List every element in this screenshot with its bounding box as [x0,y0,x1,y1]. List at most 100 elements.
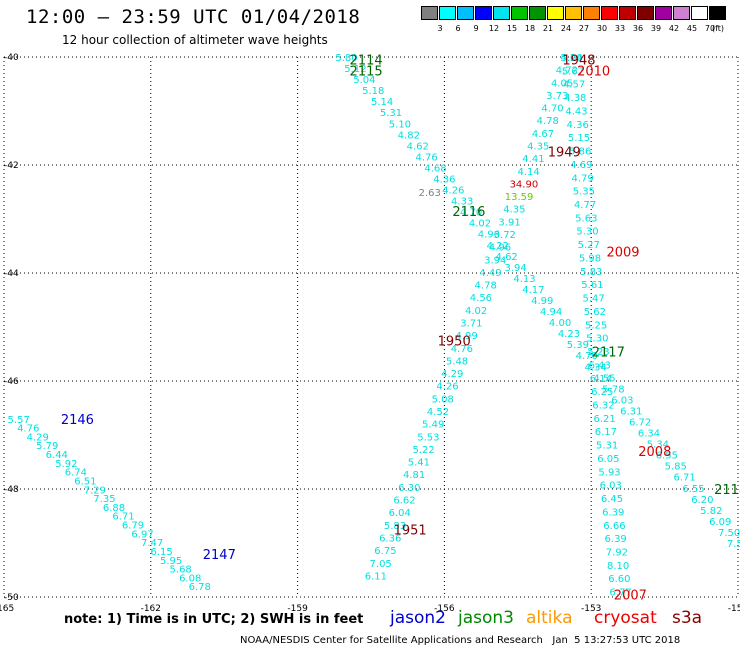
wave-height-label: 4.00 [549,318,571,329]
legend-label: 21 [542,24,554,33]
wave-height-label: 4.82 [398,130,420,141]
legend-label: 30 [596,24,608,33]
wave-height-label: 4.62 [407,141,429,152]
wave-height-label: 7.92 [606,548,628,559]
satellite-cryosat: cryosat [594,608,657,628]
wave-height-label: 4.72 [556,66,578,77]
wave-height-label: 6.17 [595,427,617,438]
wave-height-label: 6.30 [398,483,420,494]
legend-swatch [565,6,582,20]
wave-height-values: 5.574.764.295.796.445.926.746.517.297.35… [8,53,740,599]
page-title: 12:00 — 23:59 UTC 01/04/2018 [26,6,361,28]
wave-height-label: 6.11 [365,571,387,582]
wave-height-label: 7.47 [141,538,163,549]
page-subtitle: 12 hour collection of altimeter wave hei… [62,33,328,47]
wave-height-label: 6.74 [65,468,87,479]
legend-label: 39 [650,24,662,33]
wave-height-label: 5.67 [562,66,584,77]
wave-height-label: 6.71 [673,473,695,484]
wave-height-label: 4.22 [487,241,509,252]
wave-height-label: 6.44 [46,450,68,461]
lon-tick-label: -156 [434,604,455,614]
wave-height-label: 4.13 [513,274,535,285]
wave-height-label: 5.12 [344,64,366,75]
wave-height-label: 6.15 [150,547,172,558]
wave-height-label: 5.08 [432,394,454,405]
wave-height-label: 6.43 [589,360,611,371]
wave-height-label: 6.34 [638,429,660,440]
pass-id-label: 2146 [61,413,94,428]
wave-height-label: 34.90 [510,179,539,190]
wave-height-label: 7.54 [727,539,740,550]
wave-height-label: 7.50 [718,528,740,539]
wave-height-label: 4.78 [537,116,559,127]
wave-height-label: 4.76 [415,152,437,163]
wave-height-label: 4.79 [572,173,594,184]
wave-height-label: 5.92 [55,459,77,470]
legend-label: 24 [560,24,572,33]
legend-label: 12 [488,24,500,33]
lat-tick-label: -48 [4,485,19,495]
wave-height-label: 6.66 [603,521,625,532]
pass-id-label: 2010 [577,65,610,80]
legend-swatch [493,6,510,20]
wave-height-label: 4.43 [565,106,587,117]
wave-height-label: 7.29 [84,485,106,496]
pass-id-label: 1948 [562,54,595,69]
wave-height-label: 5.20 [560,53,582,64]
wave-height-label: 6.55 [656,451,678,462]
pass-id-label: 2115 [350,65,383,80]
wave-height-label: 5.85 [665,462,687,473]
wave-height-label: 4.26 [436,382,458,393]
legend-swatch [457,6,474,20]
wave-height-label: 5.48 [446,356,468,367]
wave-height-label: 6.04 [389,508,411,519]
wave-height-label: 6.62 [393,496,415,507]
pass-id-label: 1949 [548,146,581,161]
legend-label: 36 [632,24,644,33]
wave-height-label: 5.41 [408,458,430,469]
wave-height-label: 5.35 [573,187,595,198]
wave-height-label: 6.08 [179,573,201,584]
legend-swatch [439,6,456,20]
pass-id-label: 2007 [614,588,647,603]
wave-height-label: 4.96 [478,230,500,241]
lon-tick-label: -153 [581,604,601,614]
wave-height-label: 4.35 [527,142,549,153]
wave-height-label: 5.31 [596,441,618,452]
lat-tick-label: -42 [4,161,19,171]
wave-height-label: 6.45 [601,494,623,505]
wave-height-label: 6.72 [629,418,651,429]
pass-id-label: 2116 [452,205,485,220]
wave-height-label: 5.79 [36,441,58,452]
wave-height-label: 4.49 [479,268,501,279]
legend-label: 27 [578,24,590,33]
wave-height-label: 13.59 [505,192,534,203]
wave-height-label: 3.94 [484,255,506,266]
wave-height-label: 6.71 [112,512,134,523]
wave-height-label: 6.39 [605,534,627,545]
wave-height-label: 4.36 [433,175,455,186]
wave-height-label: 3.73 [546,91,568,102]
legend-swatch [619,6,636,20]
wave-height-label: 4.23 [558,329,580,340]
wave-height-label: 7.05 [370,559,392,570]
wave-height-label: 4.96 [489,243,511,254]
legend-swatch [583,6,600,20]
wave-height-label: 5.80 [335,53,357,64]
wave-height-label: 6.78 [189,582,211,593]
wave-height-label: 6.75 [374,546,396,557]
wave-height-label: 4.36 [567,120,589,131]
wave-height-label: 4.29 [27,432,49,443]
legend-label: 3 [437,24,443,33]
wave-height-label: 6.31 [620,406,642,417]
wave-height-label: 6.25 [591,387,613,398]
legend-label: 15 [506,24,518,33]
wave-height-label: 4.26 [442,186,464,197]
wave-height-label: 5.98 [579,253,601,264]
wave-height-label: 5.83 [580,267,602,278]
wave-height-label: 6.14 [590,374,612,385]
lat-tick-label: -46 [4,377,19,387]
pass-id-label: 2114 [350,54,383,69]
